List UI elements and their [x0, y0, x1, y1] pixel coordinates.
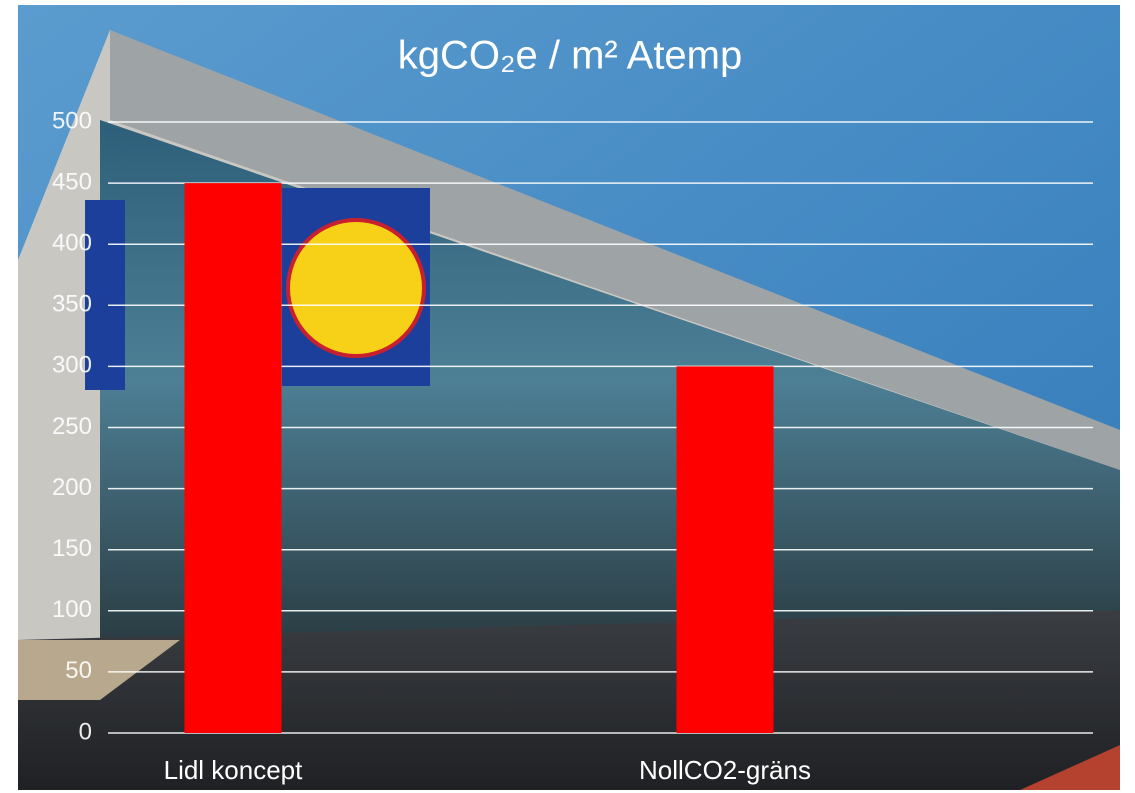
y-tick-label: 300: [52, 352, 92, 379]
y-tick-label: 400: [52, 230, 92, 257]
bar: [677, 366, 774, 733]
y-tick-label: 100: [52, 596, 92, 623]
chart-title: kgCO₂e / m² Atemp: [398, 34, 743, 78]
y-tick-label: 350: [52, 291, 92, 318]
x-tick-label: Lidl koncept: [164, 755, 304, 785]
bar: [185, 183, 282, 733]
y-tick-label: 200: [52, 474, 92, 501]
x-tick-label: NollCO2-gräns: [639, 755, 811, 785]
y-tick-label: 450: [52, 168, 92, 195]
y-tick-label: 150: [52, 535, 92, 562]
y-tick-label: 0: [79, 718, 92, 745]
y-tick-label: 250: [52, 413, 92, 440]
y-tick-label: 500: [52, 107, 92, 134]
y-tick-label: 50: [65, 657, 92, 684]
chart: kgCO₂e / m² Atemp 0 50 100 150 200 250 300 350 4…: [0, 0, 1135, 793]
